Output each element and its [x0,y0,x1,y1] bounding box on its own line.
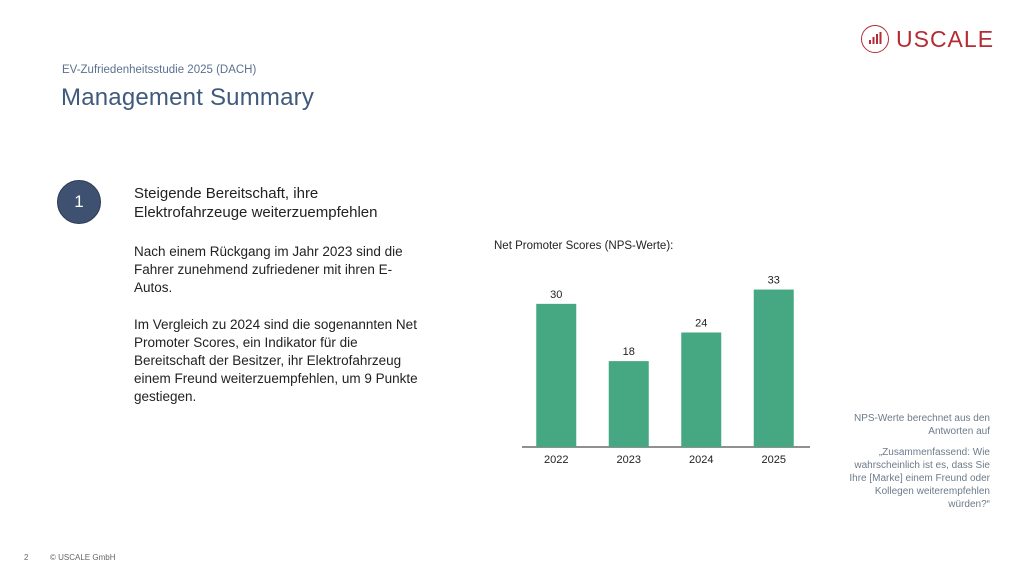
note-survey-question: „Zusammenfassend: Wie wahrscheinlich ist… [849,447,990,510]
x-tick-label-2024: 2024 [689,454,713,466]
logo-text: USCALE [896,25,995,52]
summary-headline: Steigende Bereitschaft, ihre Elektrofahr… [134,185,378,221]
note-nps-calculation: NPS-Werte berechnet aus den Antworten au… [853,413,990,437]
summary-paragraph-2: Im Vergleich zu 2024 sind die sogenannte… [134,317,418,404]
data-label-2024: 24 [695,317,707,329]
nps-bar-chart: 30 2022 18 2023 24 2024 33 2025 [522,275,810,466]
study-subtitle: EV-Zufriedenheitsstudie 2025 (DACH) [62,64,257,76]
bar-2024 [681,332,722,447]
footer-copyright: © USCALE GmbH [50,553,116,562]
bar-2023 [608,361,649,447]
chart-heading: Net Promoter Scores (NPS-Werte): [494,240,674,252]
logo-bars-icon [861,25,889,53]
uscale-logo: USCALE [861,22,994,56]
summary-paragraph-1: Nach einem Rückgang im Jahr 2023 sind di… [134,244,403,295]
page-number: 2 [24,553,29,562]
x-tick-label-2023: 2023 [617,454,641,466]
data-label-2022: 30 [550,289,562,301]
bar-2025 [753,289,794,447]
data-label-2025: 33 [768,275,780,287]
bar-2022 [536,303,577,447]
summary-number-badge: 1 [57,180,101,224]
x-tick-label-2025: 2025 [762,454,786,466]
x-tick-label-2022: 2022 [544,454,568,466]
data-label-2023: 18 [623,346,635,358]
page-title: Management Summary [61,84,315,111]
